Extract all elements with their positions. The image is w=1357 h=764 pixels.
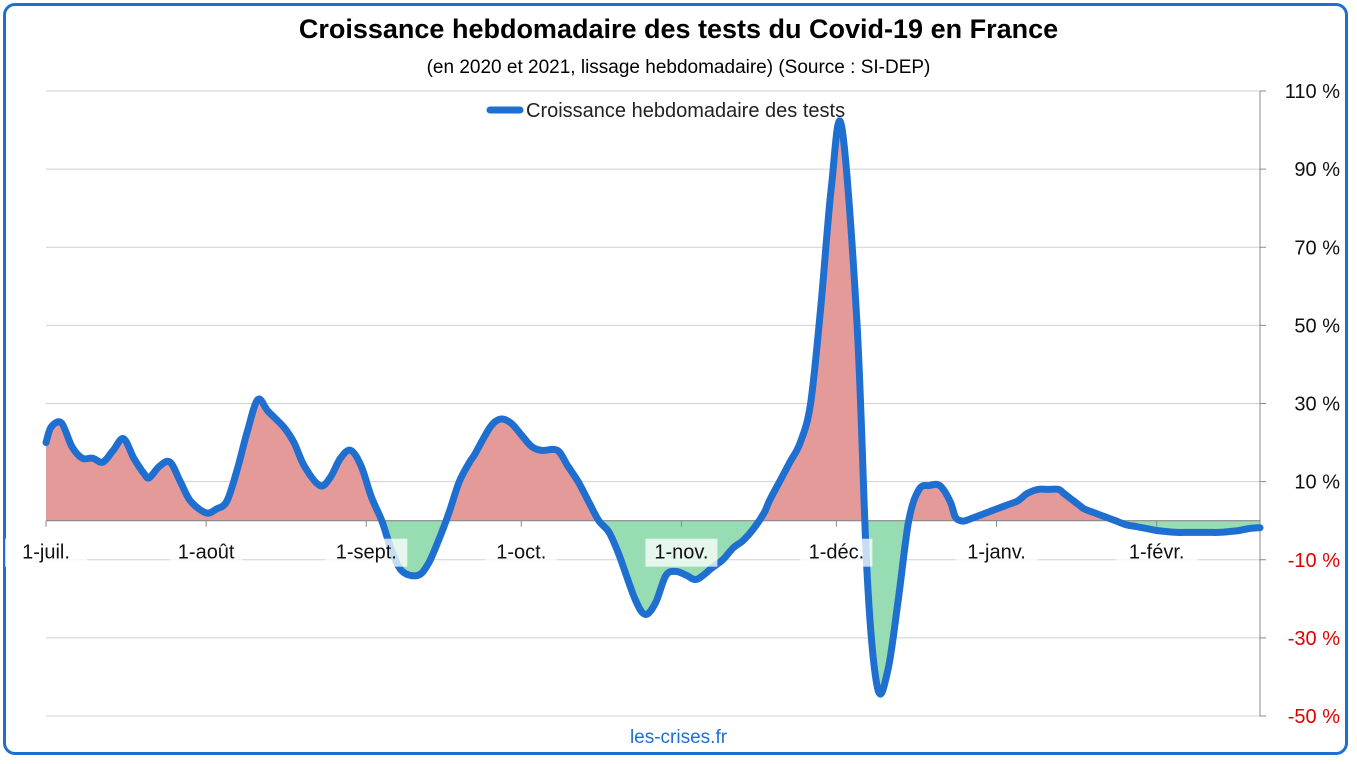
y-tick-label: 90 % bbox=[1294, 159, 1340, 181]
x-tick-label-bg bbox=[955, 538, 1038, 567]
x-tick-label: 1-janv. bbox=[967, 542, 1026, 564]
x-tick-label-bg bbox=[800, 538, 873, 567]
legend-label: Croissance hebdomadaire des tests bbox=[526, 100, 845, 122]
y-tick-label: -10 % bbox=[1288, 550, 1340, 572]
x-tick-label-group: 1-févr. bbox=[1115, 538, 1198, 567]
x-tick-label-bg bbox=[645, 538, 718, 567]
y-tick-label: 110 % bbox=[1285, 81, 1340, 103]
source-note: les-crises.fr bbox=[629, 727, 728, 748]
x-tick-label-group: 1-août bbox=[170, 538, 243, 567]
y-tick-label: 50 % bbox=[1294, 315, 1340, 337]
x-tick-label-group: 1-janv. bbox=[955, 538, 1038, 567]
x-tick-label-group: 1-déc. bbox=[800, 538, 873, 567]
chart-frame bbox=[3, 3, 1348, 755]
y-tick-label: 70 % bbox=[1294, 237, 1340, 259]
x-tick-label-bg bbox=[5, 538, 87, 567]
chart-title: Croissance hebdomadaire des tests du Cov… bbox=[298, 14, 1059, 44]
y-tick-label: 10 % bbox=[1294, 472, 1340, 494]
x-tick-label-bg bbox=[1115, 538, 1198, 567]
x-tick-label-group: 1-nov. bbox=[645, 538, 718, 567]
legend: Croissance hebdomadaire des tests bbox=[486, 100, 845, 122]
x-tick-label-bg bbox=[170, 538, 243, 567]
chart-subtitle: (en 2020 et 2021, lissage hebdomadaire) … bbox=[426, 57, 931, 78]
x-tick-label-group: 1-juil. bbox=[5, 538, 87, 567]
x-axis bbox=[45, 520, 1260, 527]
y-tick-label: -50 % bbox=[1288, 706, 1340, 728]
y-tick-label: -30 % bbox=[1288, 628, 1340, 650]
y-tick-label: 30 % bbox=[1294, 394, 1340, 416]
x-tick-label: 1-févr. bbox=[1129, 542, 1185, 564]
x-tick-label: 1-oct. bbox=[496, 542, 546, 564]
series-line bbox=[42, 117, 1264, 698]
x-tick-label: 1-sept. bbox=[336, 542, 397, 564]
x-tick-labels: 1-juil. 1-août 1-sept. 1-oct. 1-nov. 1-déc. 1-… bbox=[5, 538, 1198, 567]
x-tick-label: 1-nov. bbox=[654, 542, 708, 564]
x-tick-label-group: 1-oct. bbox=[485, 538, 558, 567]
y-axis: 110 % 90 % 70 % 50 % 30 % 10 % -10 % -30 % -50 % bbox=[1259, 81, 1340, 728]
x-tick-label: 1-déc. bbox=[809, 542, 865, 564]
x-tick-label-bg bbox=[485, 538, 558, 567]
x-tick-label-bg bbox=[325, 538, 408, 567]
series-line-path bbox=[42, 117, 1264, 698]
grid-lines bbox=[46, 90, 1260, 717]
x-tick-label: 1-juil. bbox=[22, 542, 70, 564]
x-tick-label-group: 1-sept. bbox=[325, 538, 408, 567]
x-tick-label: 1-août bbox=[178, 542, 235, 564]
